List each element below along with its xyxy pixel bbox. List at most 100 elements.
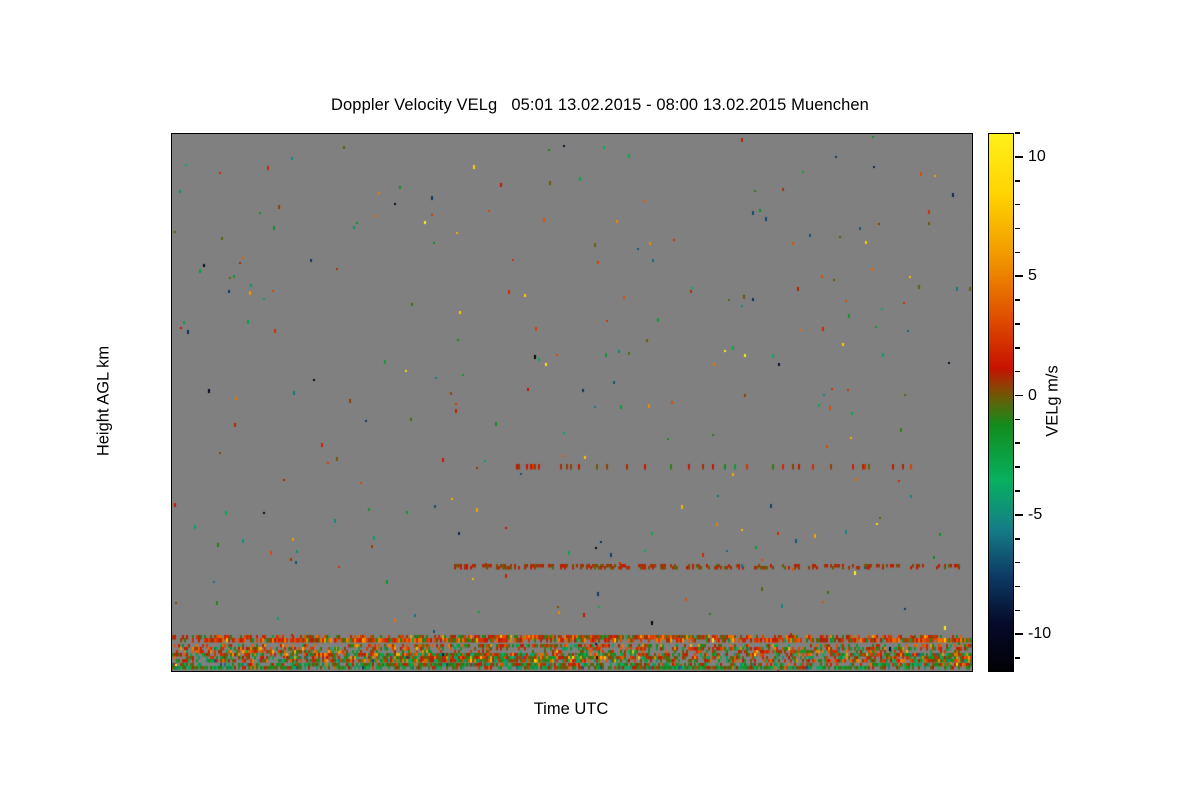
y-tick-mark xyxy=(171,534,172,536)
y-tick-mark xyxy=(171,306,172,308)
y-tick-mark-right xyxy=(972,488,973,490)
y-tick-mark xyxy=(171,488,172,490)
x-tick-mark xyxy=(944,671,946,672)
x-tick-mark xyxy=(730,671,732,672)
y-tick-mark-right xyxy=(972,352,973,354)
y-tick-mark xyxy=(171,465,172,467)
y-tick-mark xyxy=(171,261,172,263)
colorbar-tick-label: -5 xyxy=(1028,505,1043,523)
y-tick-mark-right xyxy=(972,215,973,217)
colorbar-tick-mark xyxy=(1015,442,1021,445)
colorbar-frame xyxy=(988,133,1014,672)
x-tick-mark-top xyxy=(703,133,705,134)
y-tick-mark xyxy=(171,397,172,399)
x-tick-mark xyxy=(462,671,464,672)
x-tick-mark-top xyxy=(569,133,571,134)
x-tick-mark-top xyxy=(649,133,651,134)
y-tick-mark xyxy=(171,647,172,649)
colorbar-tick-mark xyxy=(1015,132,1021,134)
x-axis-title: Time UTC xyxy=(533,700,609,718)
colorbar-tick-mark xyxy=(1015,179,1021,182)
colorbar-title: VELg m/s xyxy=(1043,365,1062,437)
x-tick-mark xyxy=(757,671,759,672)
y-tick-mark xyxy=(171,147,172,149)
x-tick-mark-top xyxy=(354,133,356,134)
x-tick-mark xyxy=(676,671,678,672)
y-tick-mark xyxy=(171,283,172,285)
colorbar-tick-mark xyxy=(1015,394,1024,397)
y-tick-mark xyxy=(171,602,172,604)
x-tick-mark-top xyxy=(676,133,678,134)
colorbar-tick-mark xyxy=(1015,561,1021,564)
y-tick-mark xyxy=(171,420,172,422)
x-tick-mark-top xyxy=(944,133,946,134)
y-tick-mark-right xyxy=(972,238,973,240)
x-tick-mark xyxy=(623,671,625,672)
page-title: Doppler Velocity VELg 05:01 13.02.2015 -… xyxy=(331,96,869,114)
colorbar-tick-mark xyxy=(1015,275,1024,277)
x-tick-mark xyxy=(515,671,517,672)
y-tick-mark-right xyxy=(972,443,973,445)
y-tick-mark-right xyxy=(972,534,973,536)
y-tick-mark-right xyxy=(972,420,973,422)
y-tick-mark-right xyxy=(972,329,973,331)
x-tick-mark xyxy=(649,671,651,672)
x-tick-mark xyxy=(247,671,249,672)
colorbar-tick-mark xyxy=(1015,227,1021,230)
y-tick-mark-right xyxy=(972,147,973,149)
x-tick-mark-top xyxy=(918,133,920,134)
x-tick-mark xyxy=(408,671,410,672)
x-tick-mark-top xyxy=(435,133,437,134)
colorbar[interactable]: 10 5 0 -5 -10 xyxy=(988,132,1051,672)
colorbar-tick-mark xyxy=(1015,466,1021,468)
x-tick-mark xyxy=(435,671,437,672)
y-tick-mark-right xyxy=(972,579,973,581)
y-tick-mark-right xyxy=(972,465,973,467)
colorbar-gradient xyxy=(989,134,1013,671)
y-tick-mark-right xyxy=(972,306,973,308)
x-tick-mark-top xyxy=(730,133,732,134)
x-tick-mark-top xyxy=(596,133,598,134)
y-tick-mark xyxy=(171,238,172,240)
x-tick-mark-top xyxy=(381,133,383,134)
x-tick-mark xyxy=(971,671,973,672)
x-tick-mark-top xyxy=(783,133,785,134)
x-tick-mark-top xyxy=(757,133,759,134)
colorbar-tick-mark xyxy=(1015,585,1021,588)
heatmap-canvas xyxy=(172,134,972,671)
x-tick-mark-top xyxy=(301,133,303,134)
colorbar-tick-mark xyxy=(1015,323,1021,325)
y-tick-mark-right xyxy=(972,602,973,604)
y-tick-mark xyxy=(171,215,172,217)
y-tick-mark-right xyxy=(972,192,973,194)
x-tick-mark xyxy=(918,671,920,672)
y-tick-mark xyxy=(171,443,172,445)
y-tick-mark xyxy=(171,329,172,331)
x-tick-mark-top xyxy=(891,133,893,134)
colorbar-tick-mark xyxy=(1015,347,1021,349)
y-tick-mark-right xyxy=(972,511,973,513)
y-tick-mark xyxy=(171,352,172,354)
y-tick-mark-right xyxy=(972,397,973,399)
x-tick-mark-top xyxy=(515,133,517,134)
x-tick-mark xyxy=(354,671,356,672)
colorbar-tick-mark xyxy=(1015,657,1021,659)
x-tick-mark xyxy=(596,671,598,672)
x-tick-mark xyxy=(220,671,222,672)
x-tick-mark xyxy=(569,671,571,672)
y-tick-mark-right xyxy=(972,647,973,649)
y-axis-title: Height AGL km xyxy=(94,345,113,457)
x-tick-mark xyxy=(274,671,276,672)
x-tick-mark-top xyxy=(837,133,839,134)
colorbar-tick-label: -10 xyxy=(1028,625,1052,643)
colorbar-tick-mark xyxy=(1015,418,1021,421)
x-tick-mark-top xyxy=(328,133,330,134)
x-tick-mark-top xyxy=(971,133,973,134)
x-tick-mark-top xyxy=(247,133,249,134)
x-tick-mark xyxy=(703,671,705,672)
colorbar-tick-mark xyxy=(1015,251,1021,254)
plot-area[interactable]: 24681005:3006:0006:3007:0007:3008:00 xyxy=(171,133,973,672)
x-tick-mark-top xyxy=(274,133,276,134)
x-tick-mark xyxy=(542,671,544,672)
